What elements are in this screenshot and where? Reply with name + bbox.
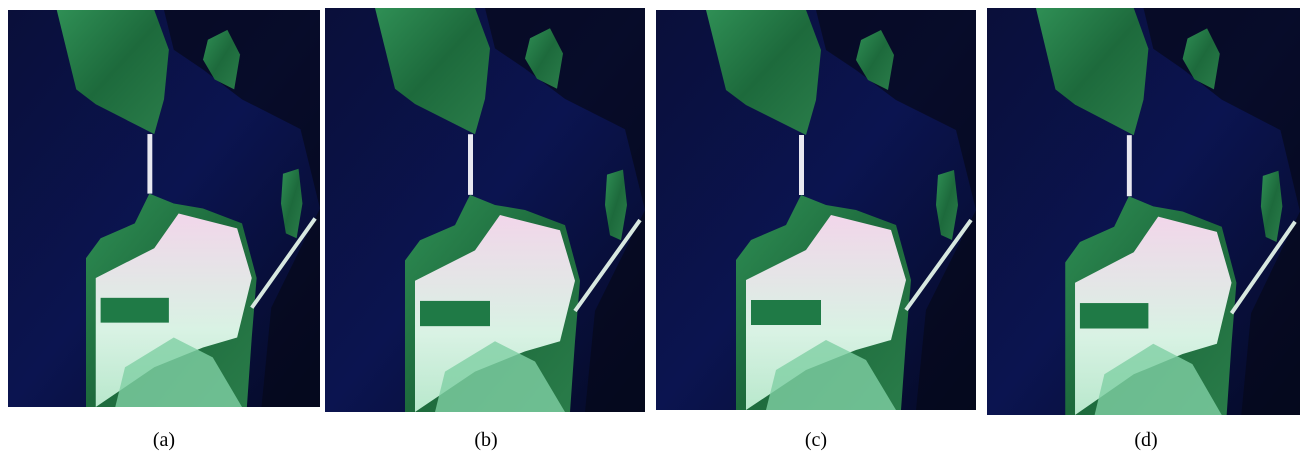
- caption: (d): [1086, 428, 1206, 452]
- caption: (b): [426, 428, 546, 452]
- caption: (a): [104, 428, 224, 452]
- image-content: [656, 10, 976, 410]
- figure: {"panels": [{"caption": "(a)"}, {"captio…: [0, 0, 1308, 460]
- sar-image: [8, 10, 320, 407]
- sar-image: [325, 8, 645, 412]
- image-content: [8, 10, 320, 407]
- sar-image: [987, 8, 1300, 415]
- image-content: [325, 8, 645, 412]
- sar-image: [656, 10, 976, 410]
- image-content: [987, 8, 1300, 415]
- caption: (c): [756, 428, 876, 452]
